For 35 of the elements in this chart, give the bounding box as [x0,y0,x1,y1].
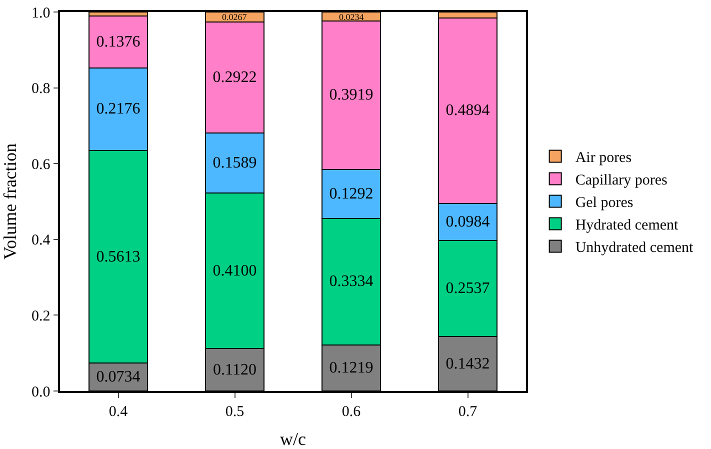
x-axis-title: w/c [280,429,306,449]
x-tick-label: 0.5 [225,404,244,420]
y-tick-label: 1.0 [32,5,50,22]
data-label: 0.0267 [222,12,248,22]
data-label: 0.5613 [96,248,140,266]
x-tick-label: 0.7 [458,404,478,420]
data-label: 0.3919 [329,86,374,104]
data-label: 0.1589 [212,154,257,172]
y-tick-label: 0.2 [32,308,50,324]
data-label: 0.0234 [339,12,364,22]
legend-label: Gel pores [575,195,634,212]
data-label: 0.4100 [212,262,257,280]
data-label: 0.1376 [96,33,140,50]
data-label: 0.1292 [329,185,374,202]
y-tick-label: 0.4 [32,232,51,249]
legend-label: Hydrated cement [575,218,680,234]
data-label: 0.3334 [329,273,374,290]
legend-label: Air pores [575,150,632,166]
data-label: 0.0984 [446,213,490,230]
data-label: 0.1120 [213,361,256,378]
y-tick-label: 0.8 [32,81,50,98]
x-tick-label: 0.4 [108,404,128,420]
data-label: 0.4894 [446,102,490,120]
data-label: 0.2176 [96,100,140,118]
y-tick-label: 0.0 [32,384,50,400]
x-tick-label: 0.6 [342,404,362,420]
legend-label: Capillary pores [575,172,668,189]
data-label: 0.1432 [446,355,490,372]
data-label: 0.2537 [446,280,490,298]
legend-label: Unhydrated cement [575,240,694,256]
data-label: 0.1219 [329,359,374,376]
data-label: 0.0734 [96,368,140,386]
data-label: 0.2922 [212,69,257,86]
y-tick-label: 0.6 [32,156,51,173]
y-axis-title: Volume fraction [0,143,20,260]
